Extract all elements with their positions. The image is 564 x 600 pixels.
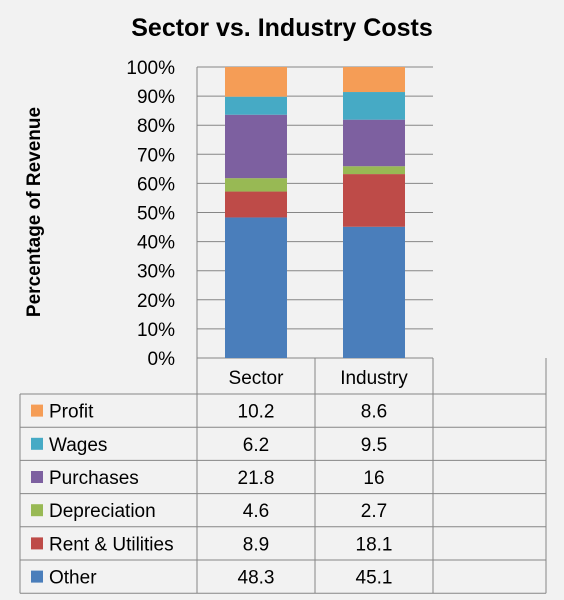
legend-label: Rent & Utilities bbox=[49, 534, 174, 555]
bar-segment bbox=[343, 67, 405, 93]
data-table-value: 8.6 bbox=[361, 402, 387, 423]
y-tick-label: 20% bbox=[137, 291, 175, 312]
data-table-value: 4.6 bbox=[243, 501, 269, 522]
data-table-value: 2.7 bbox=[361, 501, 387, 522]
legend-swatch bbox=[31, 404, 43, 417]
bar-segment bbox=[225, 191, 287, 218]
data-table: Sector Industry Profit 10.2 8.6 Wages 6.2 9.5 Pu… bbox=[19, 358, 547, 594]
bar-segment bbox=[343, 166, 405, 175]
data-table-value: 10.2 bbox=[238, 402, 275, 423]
bar-segment bbox=[225, 67, 287, 97]
y-tick-label: 70% bbox=[137, 145, 175, 166]
y-tick-label: 100% bbox=[126, 58, 175, 79]
legend-swatch bbox=[31, 570, 43, 583]
bar-segment bbox=[343, 119, 405, 167]
data-table-value: 21.8 bbox=[238, 468, 275, 489]
x-category-label: Sector bbox=[229, 368, 285, 389]
data-table-value: 6.2 bbox=[243, 435, 269, 456]
y-axis-ticks: 0% 10% 20% 30% 40% 50% 60% 70% 80% 90% 100% bbox=[126, 58, 175, 370]
x-category-label: Industry bbox=[340, 368, 408, 389]
y-tick-label: 30% bbox=[137, 262, 175, 283]
y-tick-label: 0% bbox=[148, 349, 176, 370]
legend-swatch bbox=[31, 504, 43, 517]
data-table-value: 45.1 bbox=[356, 568, 393, 589]
legend-label: Depreciation bbox=[49, 501, 156, 522]
bar-segment bbox=[343, 226, 405, 358]
legend-label: Purchases bbox=[49, 468, 139, 489]
bar-segment bbox=[343, 92, 405, 120]
y-axis-title: Percentage of Revenue bbox=[24, 107, 45, 317]
data-table-value: 9.5 bbox=[361, 435, 387, 456]
data-table-value: 18.1 bbox=[356, 534, 393, 555]
legend-swatch bbox=[31, 471, 43, 483]
bar-segment bbox=[225, 114, 287, 179]
bar-segment bbox=[225, 217, 287, 358]
legend-label: Profit bbox=[49, 402, 94, 423]
y-tick-label: 50% bbox=[137, 204, 175, 225]
bar-segment bbox=[225, 96, 287, 115]
y-tick-label: 10% bbox=[137, 320, 175, 341]
y-tick-label: 90% bbox=[137, 87, 175, 108]
data-table-value: 8.9 bbox=[243, 534, 269, 555]
y-tick-label: 80% bbox=[137, 116, 175, 137]
data-table-value: 16 bbox=[363, 468, 384, 489]
data-table-value: 48.3 bbox=[238, 568, 275, 589]
legend-label: Wages bbox=[49, 435, 107, 456]
chart-title: Sector vs. Industry Costs bbox=[131, 14, 432, 42]
y-tick-label: 40% bbox=[137, 233, 175, 254]
y-tick-label: 60% bbox=[137, 174, 175, 195]
bar-segment bbox=[343, 174, 405, 227]
bars bbox=[225, 67, 405, 358]
legend-swatch bbox=[31, 537, 43, 550]
legend-swatch bbox=[31, 437, 43, 450]
legend-label: Other bbox=[49, 568, 97, 589]
bar-segment bbox=[225, 178, 287, 192]
